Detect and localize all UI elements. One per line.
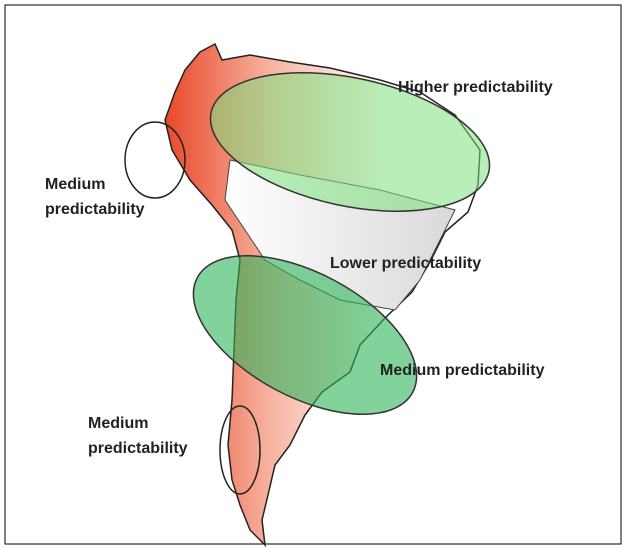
region-label: Medium [45,176,105,193]
region-circle [219,405,261,495]
region-circle [124,121,186,199]
region-label: Medium [88,415,148,432]
region-label: predictability [88,440,188,457]
region-label: Medium predictability [380,362,545,379]
frame [4,4,622,545]
region-label: Lower predictability [330,255,481,272]
region-ellipse [192,255,418,415]
region-label: predictability [45,201,145,218]
region-label: Higher predictability [398,79,553,96]
region-ellipse [209,72,491,212]
